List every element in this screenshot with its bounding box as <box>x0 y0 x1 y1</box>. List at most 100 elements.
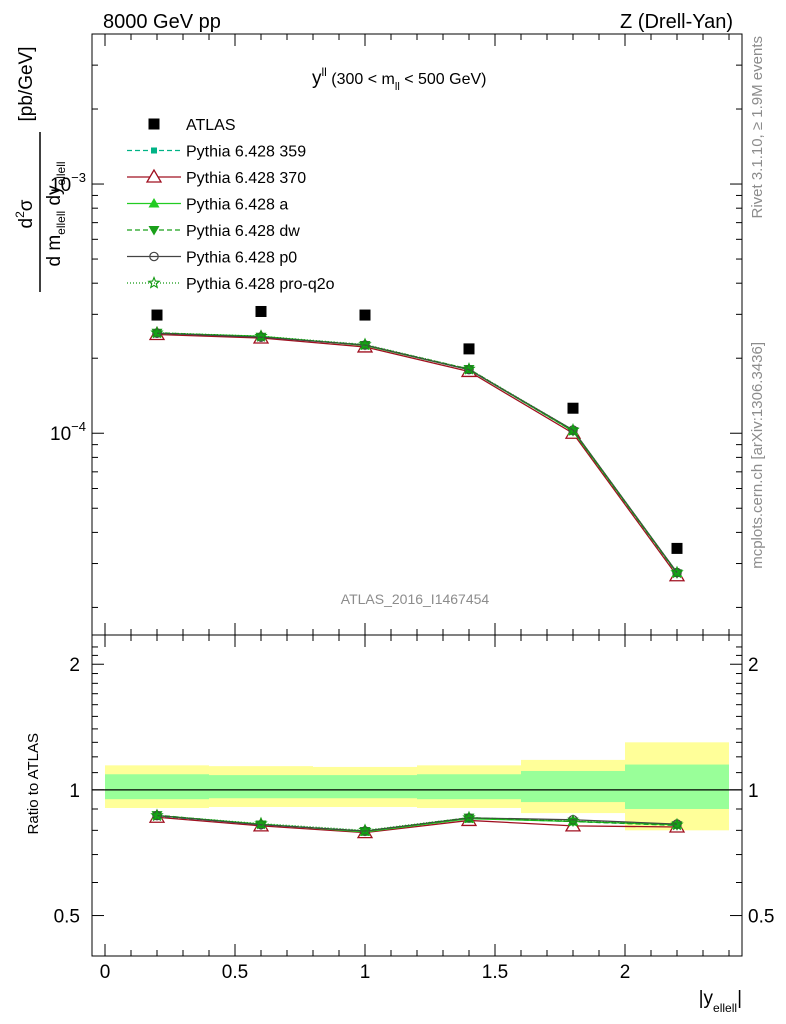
header-right: Z (Drell-Yan) <box>620 11 733 33</box>
band-inner-bin <box>105 774 209 800</box>
legend-item: ATLAS <box>148 117 236 134</box>
legend-label: Pythia 6.428 359 <box>186 144 306 161</box>
x-tick-label: 1.5 <box>482 962 508 983</box>
legend-label: Pythia 6.428 a <box>186 197 288 214</box>
series-group <box>154 330 680 835</box>
header-left: 8000 GeV pp <box>103 11 221 33</box>
atlas-data-point <box>567 402 579 414</box>
plot-title-rest-open: (300 < m <box>327 71 395 88</box>
series-line-ratio <box>156 814 678 832</box>
series-point-top <box>360 340 370 350</box>
series-point-top <box>671 569 683 579</box>
series-line-top <box>156 332 678 574</box>
tick-exponent: −3 <box>71 170 86 185</box>
x-tick-label: 0 <box>100 962 111 983</box>
band-inner-bin <box>209 775 313 799</box>
x-tick-label: 2 <box>620 962 631 983</box>
band-inner-bin <box>417 774 521 800</box>
series-line-top <box>156 333 678 577</box>
series-line-top <box>156 332 678 573</box>
series-point-ratio <box>254 816 268 830</box>
x-label-open: |y <box>699 988 714 1009</box>
legend-marker <box>148 198 160 208</box>
ratio-y-label: Ratio to ATLAS <box>25 733 42 834</box>
series-point-ratio <box>670 817 684 831</box>
atlas-data-point <box>671 542 683 554</box>
series-layer <box>148 305 686 839</box>
legend-marker <box>148 118 160 130</box>
legend-marker <box>151 147 157 154</box>
series-point-ratio <box>359 827 371 837</box>
x-axis-label: |yellell| <box>699 988 742 1015</box>
series-line-ratio <box>156 814 678 832</box>
legend-marker <box>145 168 163 183</box>
legend-label: Pythia 6.428 370 <box>186 170 306 187</box>
series-line-top <box>156 332 678 573</box>
series-line-top <box>156 332 678 574</box>
series-point-top <box>462 362 476 375</box>
legend-label: ATLAS <box>186 117 236 134</box>
top-y-tick-label: 10−4 <box>50 419 86 445</box>
legend-item: Pythia 6.428 dw <box>127 223 300 240</box>
legend-item: Pythia 6.428 a <box>127 197 288 214</box>
series-line-ratio <box>156 816 678 834</box>
series-line-top <box>156 332 678 574</box>
ratio-y-tick-label-left: 0.5 <box>54 907 80 928</box>
y-label-sigma: σ <box>16 199 37 211</box>
series-point-top <box>464 364 474 375</box>
plot-title-rest-close: < 500 GeV) <box>400 71 487 88</box>
legend-marker <box>148 226 160 236</box>
legend-label: Pythia 6.428 pro-q2o <box>186 276 335 293</box>
series-point-ratio <box>566 814 580 827</box>
y-label-sup: 2 <box>13 211 27 218</box>
series-point-top <box>254 329 268 342</box>
y-label-d: d <box>16 218 37 229</box>
legend-marker <box>147 276 161 289</box>
legend-item: Pythia 6.428 359 <box>127 144 306 161</box>
series-point-ratio <box>462 810 476 824</box>
series-group <box>150 325 684 836</box>
plot-title-main: y <box>312 68 322 89</box>
axis-ticks: 0 0.5 1 1.5 210−310−40.5 0.51 12 2 <box>50 33 774 983</box>
series-point-top <box>359 340 371 351</box>
series-point-top <box>358 337 372 351</box>
series-point-ratio <box>360 826 370 836</box>
tick-base: 10 <box>50 175 71 196</box>
legend-marker <box>149 251 159 262</box>
x-label-sub: ellell <box>713 1001 737 1015</box>
legend-label: Pythia 6.428 dw <box>186 223 300 240</box>
band-inner-bin <box>521 770 625 803</box>
series-point-top <box>566 423 580 436</box>
ratio-y-tick-label-left: 1 <box>69 781 80 802</box>
y-label-units: [pb/GeV] <box>16 47 37 122</box>
series-group <box>151 327 683 836</box>
top-y-tick-label: 10−3 <box>50 170 86 196</box>
y-label-denominator: d mellell dyellell <box>44 161 68 266</box>
band-inner-bin <box>313 775 417 799</box>
ratio-uncertainty-bands <box>92 742 742 831</box>
series-point-ratio <box>358 823 372 836</box>
atlas-data-point <box>255 305 267 317</box>
legend-label: Pythia 6.428 p0 <box>186 250 297 267</box>
y-label-dy-sub: ellell <box>54 161 68 185</box>
series-point-ratio <box>150 808 164 822</box>
y-label-numerator: d2σ <box>13 199 37 228</box>
x-label-close: | <box>737 988 742 1009</box>
legend-item: Pythia 6.428 370 <box>127 168 306 187</box>
tick-base: 10 <box>50 424 71 445</box>
x-tick-label: 0.5 <box>222 962 248 983</box>
ratio-y-tick-label-right: 2 <box>748 655 759 676</box>
atlas-data-point <box>359 309 371 321</box>
series-point-ratio <box>256 819 266 830</box>
y-label-dy: dy <box>44 185 65 211</box>
plot-title-sup: ll <box>322 65 327 79</box>
ratio-y-tick-label-right: 0.5 <box>748 907 774 928</box>
y-label-dm: d m <box>44 235 65 267</box>
legend-item: Pythia 6.428 p0 <box>127 250 297 267</box>
atlas-data-point <box>463 343 475 355</box>
plot-title: yll (300 < mll < 500 GeV) <box>312 65 486 93</box>
ratio-y-tick-label-left: 2 <box>69 655 80 676</box>
analysis-watermark: ATLAS_2016_I1467454 <box>341 591 490 607</box>
legend: ATLAS Pythia 6.428 359 Pythia 6.428 370 Pyt… <box>127 117 335 293</box>
